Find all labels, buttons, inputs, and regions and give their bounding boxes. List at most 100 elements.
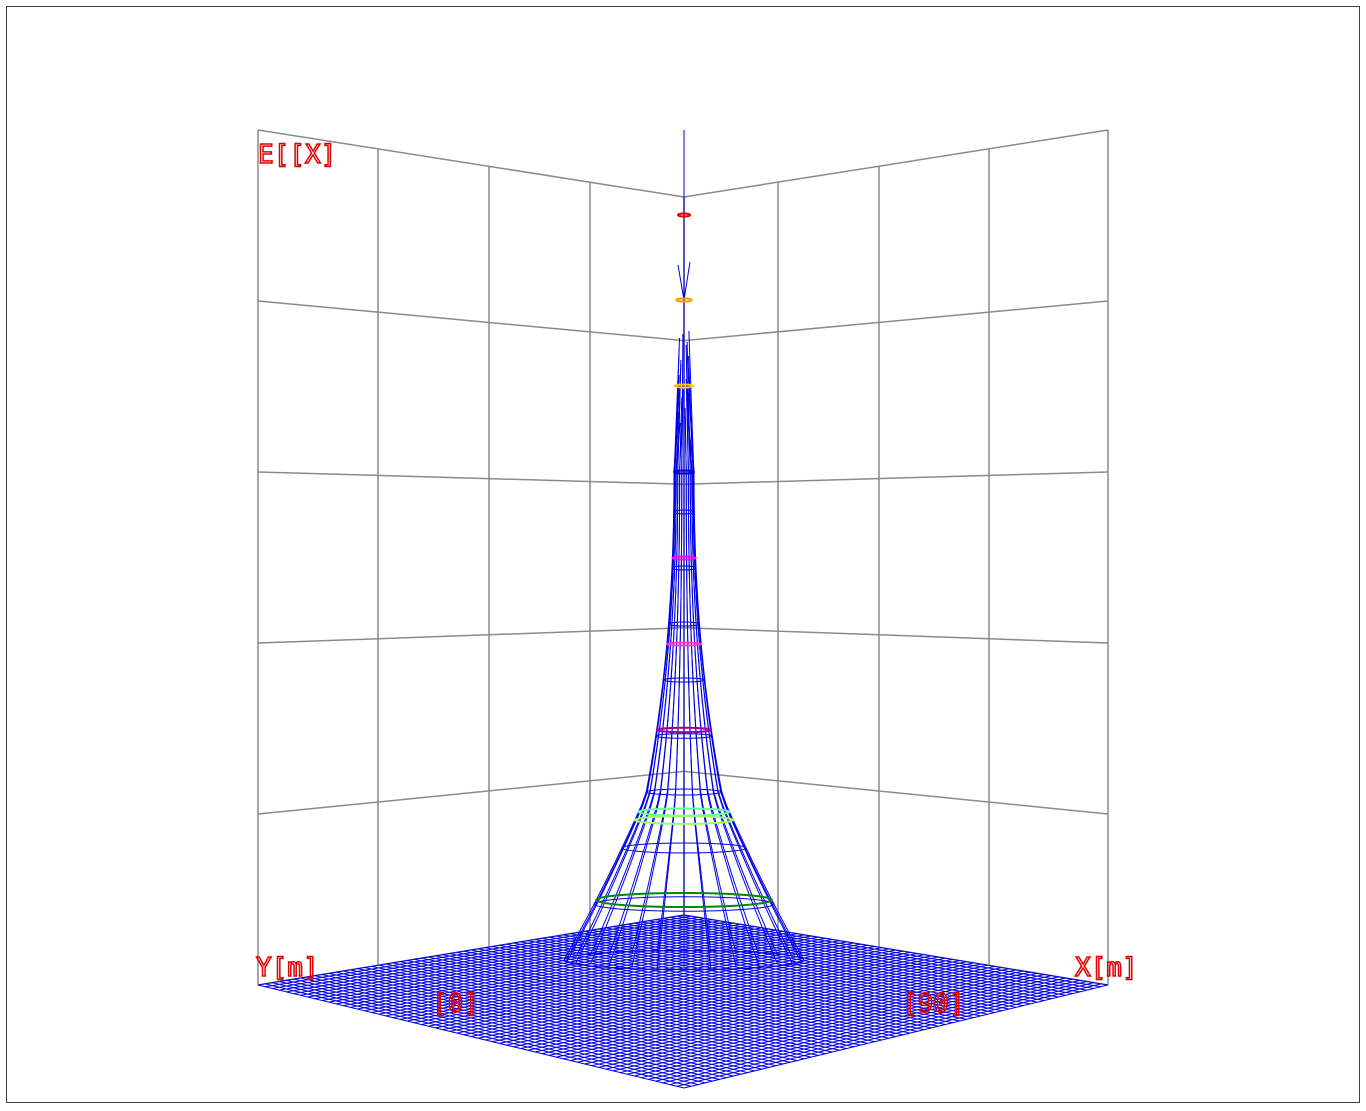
peak-strand [676, 748, 678, 763]
peak-strand [656, 735, 660, 750]
peak-strand [737, 859, 744, 874]
peak-strand [659, 822, 664, 838]
peak-strand [586, 903, 595, 919]
peak-strand [659, 707, 663, 722]
peak-spike [683, 261, 691, 301]
peak-strand [602, 874, 611, 890]
peak-strand [595, 906, 604, 921]
peak-strand [690, 762, 693, 776]
peak-strand [727, 821, 735, 836]
floor-mesh-line [683, 914, 1109, 986]
floor-mesh-line [634, 976, 1059, 1077]
peak-strand [636, 865, 642, 880]
peak-strand [628, 819, 636, 835]
peak-strand [666, 651, 669, 666]
peak-strand [698, 857, 702, 872]
peak-strand [720, 791, 727, 806]
peak-strand [653, 844, 658, 859]
peak-strand [730, 872, 737, 887]
peak-strand [731, 820, 739, 835]
peak-strand [631, 879, 638, 895]
peak-strand [726, 865, 732, 880]
peak-strand [589, 920, 597, 935]
peak-strand [702, 707, 705, 722]
peak-strand [669, 609, 672, 624]
peak-strand [614, 847, 623, 863]
peak-strand [656, 836, 661, 852]
peak-ring [621, 842, 747, 854]
peak-strand [674, 595, 677, 610]
peak-strand [582, 929, 591, 944]
peak-strand [703, 898, 707, 913]
peak-strand [788, 931, 797, 947]
peak-strand [795, 945, 805, 961]
floor-mesh-line [683, 984, 1109, 1089]
peak-strand [566, 947, 576, 962]
peak-strand [711, 735, 715, 750]
contour-ring [673, 383, 695, 389]
peak-ring [668, 621, 700, 627]
peak-strand [745, 847, 754, 863]
peak-strand [669, 837, 673, 852]
peak-strand [757, 874, 766, 890]
peak-strand [650, 858, 655, 873]
peak-strand [702, 665, 705, 680]
peak-strand [638, 923, 643, 938]
peak-strand [691, 789, 695, 804]
peak-strand [692, 678, 695, 693]
peak-strand [639, 804, 646, 819]
contour-ring [595, 891, 773, 909]
peak-strand [730, 879, 737, 895]
peak-contour-rings [595, 212, 773, 909]
peak-strand [778, 919, 787, 934]
peak-strand [726, 835, 734, 851]
peak-strand [705, 707, 709, 722]
peak-strand [627, 885, 633, 900]
x-tick-label: [90] [902, 989, 965, 1019]
peak-strand [690, 637, 693, 652]
peak-strand [703, 762, 707, 777]
peak-strand [668, 844, 671, 859]
peak-strand [621, 849, 629, 864]
peak-strand [717, 792, 724, 808]
grid-line-right-h [683, 627, 1109, 644]
peak-strand [697, 762, 700, 777]
peak-strand [722, 908, 727, 924]
peak-strand [589, 950, 597, 965]
peak-strand [651, 763, 655, 778]
peak-spike [684, 415, 687, 470]
peak-strand [661, 679, 665, 694]
peak-strand [670, 665, 673, 680]
peak-strand [661, 693, 665, 708]
peak-strand [589, 915, 597, 930]
peak-strand [644, 831, 650, 846]
peak-strand [653, 735, 657, 750]
peak-strand [665, 871, 668, 886]
peak-strand [737, 833, 746, 848]
peak-strand [764, 901, 773, 916]
peak-strand [759, 875, 768, 891]
peak-strand [638, 912, 643, 927]
peak-strand [713, 749, 718, 765]
peak-strand [648, 817, 654, 832]
peak-strand [759, 914, 767, 929]
peak-strand [661, 909, 665, 924]
floor-mesh-line [641, 977, 1066, 1079]
peak-strand [785, 933, 794, 948]
peak-strand [672, 581, 675, 596]
peak-strand [581, 916, 590, 931]
peak-strand [721, 817, 728, 833]
peak-strand [629, 850, 636, 865]
peak-strand [659, 693, 663, 708]
peak-strand [649, 777, 653, 792]
peak-strand [706, 925, 710, 940]
peak-strand [664, 665, 668, 680]
peak-strand [607, 861, 616, 877]
peak-strand [609, 873, 617, 889]
floor-mesh-line [669, 916, 1094, 989]
peak-strand [697, 623, 700, 638]
peak-strand [602, 887, 610, 902]
peak-strand [657, 748, 661, 763]
peak-strand [748, 886, 755, 901]
peak-ring [593, 896, 775, 912]
